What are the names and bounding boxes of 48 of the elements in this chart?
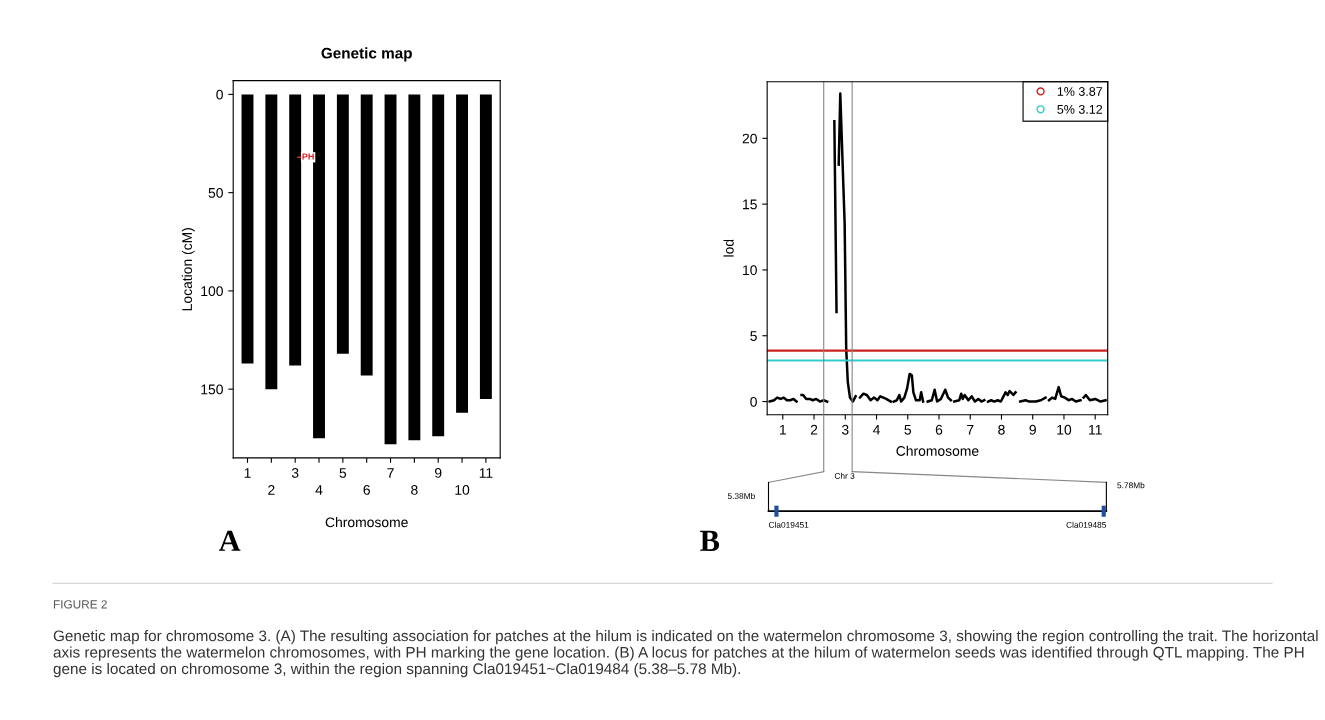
x-tick-label: 8 xyxy=(411,484,418,495)
x-tick-label: 11 xyxy=(1089,424,1102,435)
y-axis-title: lod xyxy=(723,239,734,257)
y-tick-label: 5 xyxy=(750,331,757,341)
text: Cla019451 xyxy=(768,521,809,528)
x-tick-label: 11 xyxy=(479,468,493,478)
x-tick-label: 3 xyxy=(291,468,299,478)
x-axis-title: Chromosome xyxy=(325,517,408,528)
y-tick-label: 20 xyxy=(742,133,757,144)
y-tick-label: 0 xyxy=(750,396,757,407)
x-tick-label: 5 xyxy=(904,424,912,435)
x-tick-label: 7 xyxy=(387,468,394,478)
x-tick-label: 7 xyxy=(967,424,974,435)
x-tick-label: 6 xyxy=(935,424,943,435)
x-tick-label: 9 xyxy=(1029,424,1036,435)
x-axis-title: Chromosome xyxy=(896,445,979,456)
caption: FIGURE 2 xyxy=(53,600,107,609)
text: A xyxy=(218,530,241,551)
text: Genetic map for chromosome 3. (A) The resulting association for patches at the hilum is indicated on the watermelon chromosome 3, showing the region controlling the trait. The horizontal axis represents the watermelon chromosomes, with PH marking the gene location. (B) A locus for patches at the hilum of watermelon seeds was identified through QTL mapping. The PH gene is located on chromosome 3, within the region spanning Cla019451~Cla019484 (5.38–5.78 Mb). xyxy=(53,630,1318,678)
legend-label: 5% 3.12 xyxy=(1057,104,1103,114)
x-tick-label: 3 xyxy=(841,424,849,435)
x-tick-label: 2 xyxy=(810,424,818,435)
text: 5.38Mb xyxy=(727,492,755,500)
x-tick-label: 10 xyxy=(1057,424,1072,435)
text: Chr 3 xyxy=(834,472,855,479)
x-tick-label: 1 xyxy=(779,424,786,435)
text: 5.78Mb xyxy=(1117,482,1145,489)
y-tick-label: 100 xyxy=(201,286,223,297)
x-tick-label: 1 xyxy=(244,468,251,478)
x-tick-label: 6 xyxy=(363,484,370,495)
x-tick-label: 2 xyxy=(268,484,275,495)
text: Cla019485 xyxy=(1066,521,1107,528)
text: B xyxy=(700,530,720,551)
y-tick-label: 50 xyxy=(208,187,223,198)
x-tick-label: 4 xyxy=(872,424,880,435)
annotation: PH xyxy=(302,153,314,160)
y-axis-title: Location (cM) xyxy=(181,228,195,311)
y-tick-label: 10 xyxy=(743,265,757,276)
x-tick-label: 10 xyxy=(455,484,470,495)
x-tick-label: 8 xyxy=(998,424,1005,435)
legend-label: 1% 3.87 xyxy=(1057,87,1103,96)
chart-title: Genetic map xyxy=(321,47,412,62)
y-tick-label: 0 xyxy=(216,89,223,100)
y-tick-label: 15 xyxy=(743,199,757,210)
x-tick-label: 5 xyxy=(339,468,347,478)
x-tick-label: 4 xyxy=(315,485,323,495)
y-tick-label: 150 xyxy=(201,384,223,395)
x-tick-label: 9 xyxy=(435,468,442,478)
